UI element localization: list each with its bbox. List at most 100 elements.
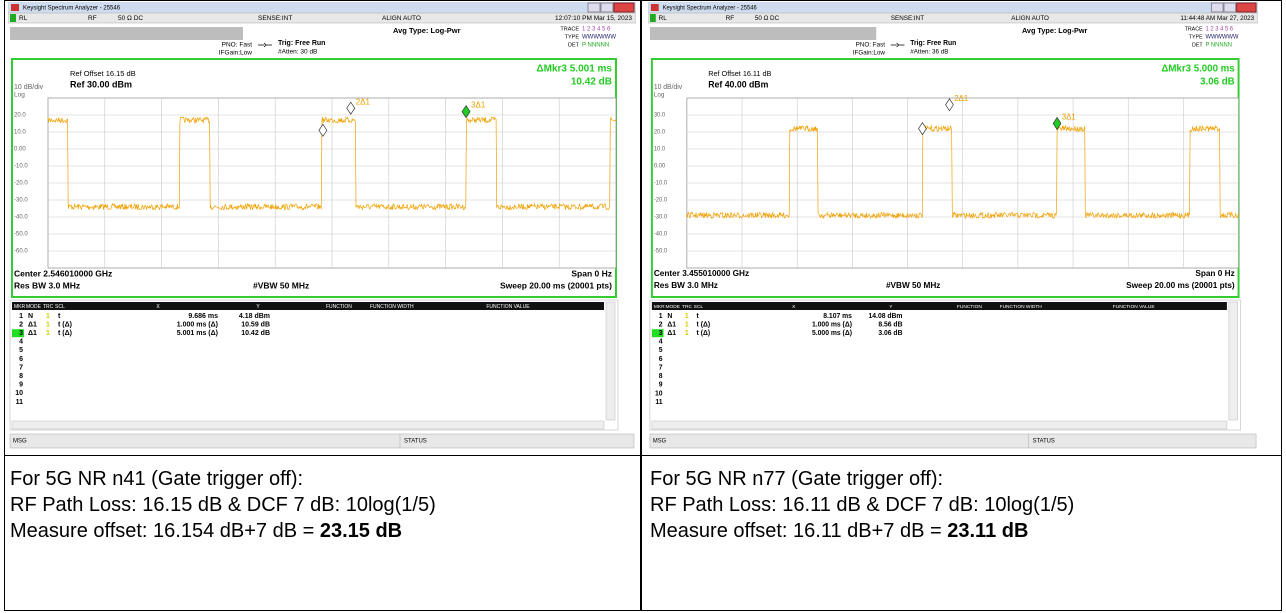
- y-tick-label: -20.0: [14, 181, 28, 187]
- ref-offset: Ref Offset 16.15 dB: [70, 69, 136, 78]
- marker: [346, 101, 356, 115]
- y-tick-label: -40.0: [14, 215, 28, 221]
- caption-result: 23.15 dB: [319, 520, 403, 542]
- y-tick-label: 30.0: [654, 113, 666, 119]
- marker-trace: 1: [46, 321, 50, 328]
- y-tick-label: -30.0: [14, 198, 28, 204]
- if-gain: IFGain:Low: [219, 50, 253, 57]
- avg-type: Avg Type: Log-Pwr: [393, 26, 461, 35]
- delta-value: 10.42 dB: [571, 77, 612, 88]
- table-header-cell: FUNCTION VALUE: [486, 304, 530, 310]
- table-header-cell: MODE: [26, 304, 42, 310]
- caption-text: Measure offset: 16.154 dB+7 dB =: [10, 520, 320, 542]
- rl-badge: [10, 14, 16, 22]
- message-bar: [649, 433, 1257, 449]
- marker-number: 1: [19, 313, 23, 320]
- sweep: Sweep 20.00 ms (20001 pts): [500, 280, 612, 290]
- marker-scale: t (Δ): [697, 330, 711, 337]
- y-tick-label: -10.0: [14, 164, 28, 170]
- marker-scale: t (Δ): [58, 321, 72, 328]
- table-header-cell: MKR: [654, 304, 665, 310]
- trace-label: TRACE: [560, 26, 579, 32]
- status: STATUS: [404, 439, 427, 445]
- log: Log: [14, 92, 25, 99]
- trace-label: TRACE: [1185, 26, 1203, 32]
- marker-number: 5: [19, 347, 23, 354]
- pno: PNO: Fast: [856, 42, 886, 49]
- scale: 10 dB/div: [14, 84, 44, 91]
- vbw: #VBW 50 MHz: [253, 280, 309, 290]
- table-header-cell: FUNCTION VALUE: [1113, 304, 1156, 310]
- attenuation: #Atten: 36 dB: [910, 49, 948, 56]
- marker: [945, 98, 954, 112]
- rf-label: RF: [88, 15, 97, 22]
- selected-marker: [651, 329, 664, 338]
- trace-numbers: 1 2 3 4 5 6: [1206, 27, 1234, 33]
- scrollbar: [605, 301, 616, 421]
- trigger: Trig: Free Run: [278, 40, 325, 47]
- status-bar: [648, 12, 1258, 24]
- caption-result: 23.11 dB: [947, 520, 1029, 542]
- status: STATUS: [1033, 439, 1055, 445]
- app-icon: [11, 4, 19, 11]
- caption-text: Measure offset: 16.11 dB+7 dB =: [650, 520, 948, 542]
- table-header-cell: FUNCTION WIDTH: [370, 304, 414, 310]
- table-area: [9, 299, 619, 431]
- window-button: [587, 2, 601, 13]
- marker-number: 10: [655, 390, 663, 397]
- sweep: Sweep 20.00 ms (20001 pts): [1126, 280, 1235, 290]
- rf-label: RF: [726, 15, 734, 22]
- det-label: DET: [1192, 42, 1203, 48]
- marker-y: 8.56 dB: [878, 321, 902, 328]
- marker-label: 3Δ1: [471, 101, 486, 110]
- ref-offset: Ref Offset 16.11 dB: [708, 69, 771, 78]
- table-border: [4, 455, 1282, 456]
- type-values: WWWWWW: [582, 35, 616, 41]
- marker: [461, 104, 471, 119]
- table-area: [649, 299, 1241, 431]
- span: Span 0 Hz: [571, 268, 612, 278]
- marker-number: 9: [19, 382, 23, 389]
- center-frequency: Center 3.455010000 GHz: [654, 268, 749, 278]
- marker: [318, 123, 328, 137]
- y-tick-label: 10.0: [14, 130, 26, 136]
- table-header-cell: Y: [889, 304, 893, 310]
- marker-label: 3Δ1: [1062, 113, 1076, 122]
- table-header-cell: FUNCTION: [957, 304, 982, 310]
- rl-label: RL: [19, 15, 28, 22]
- marker-number: 11: [655, 399, 662, 406]
- marker-x: 5.001 ms (Δ): [177, 330, 218, 337]
- marker-mode: Δ1: [667, 330, 676, 337]
- window-button: [613, 2, 635, 13]
- window-button: [1223, 2, 1237, 13]
- y-tick-label: -50.0: [654, 249, 668, 255]
- marker-number: 7: [19, 364, 23, 371]
- table-header-cell: Y: [256, 304, 260, 310]
- table-header-cell: FUNCTION: [326, 304, 352, 310]
- center-frequency: Center 2.546010000 GHz: [14, 268, 112, 278]
- marker-trace: 1: [46, 313, 50, 320]
- caption-line: For 5G NR n77 (Gate trigger off):: [650, 468, 944, 490]
- attenuation: #Atten: 30 dB: [278, 49, 317, 56]
- y-tick-label: 10.0: [654, 147, 666, 153]
- marker-number: 1: [659, 313, 663, 320]
- span: Span 0 Hz: [1195, 268, 1234, 278]
- align-label: ALIGN AUTO: [1011, 15, 1049, 22]
- marker: [1052, 116, 1062, 131]
- trace: [47, 116, 617, 211]
- marker-scale: t: [58, 313, 61, 320]
- marker-trace: 1: [685, 313, 689, 320]
- y-tick-label: -20.0: [654, 198, 668, 204]
- ref-level: Ref 30.00 dBm: [70, 79, 132, 89]
- marker-number: 6: [659, 356, 663, 363]
- res-bw: Res BW 3.0 MHz: [14, 280, 80, 290]
- title-bar: [648, 2, 1258, 13]
- marker-number: 3: [19, 330, 23, 337]
- table-border: [1281, 0, 1282, 611]
- marker-x: 9.686 ms: [188, 313, 218, 320]
- marker-number: 2: [659, 321, 663, 328]
- caption: For 5G NR n77 (Gate trigger off): RF Pat…: [650, 466, 1074, 544]
- marker-number: 11: [16, 399, 24, 406]
- impedance-label: 50 Ω DC: [755, 15, 780, 22]
